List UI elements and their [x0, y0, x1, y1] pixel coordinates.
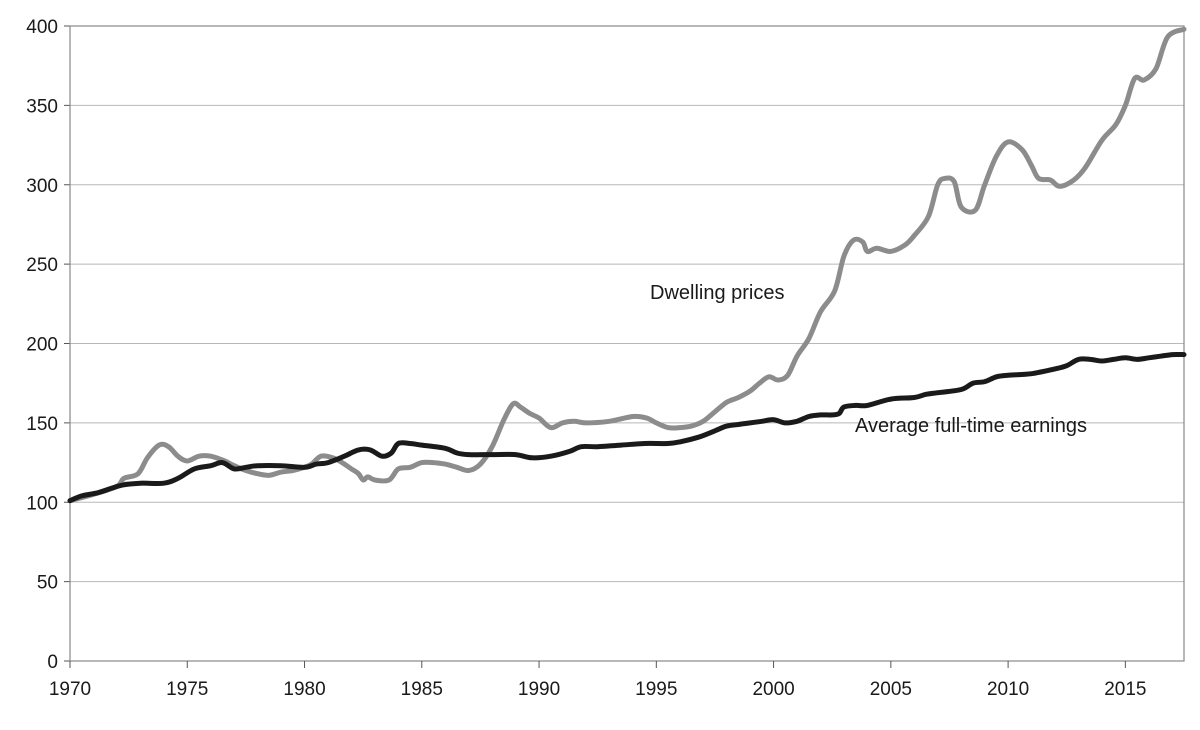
x-tick-label: 2000 [752, 679, 794, 700]
plot-frame [69, 25, 1185, 662]
y-tick-label: 350 [26, 96, 58, 117]
series-line-dwelling-prices [67, 26, 1187, 504]
tick-labels: 0 50 100 150 200 250 300 350 400 1970 1975 1980 1985… [26, 17, 1146, 700]
y-tick-label: 300 [26, 176, 58, 197]
gridlines [70, 25, 1184, 583]
x-tick-label: 1985 [401, 679, 443, 700]
x-tick-label: 2015 [1104, 679, 1146, 700]
axes [64, 25, 1185, 668]
series-label-average-earnings: Average full-time earnings [855, 415, 1087, 437]
series-lines [67, 26, 1187, 504]
y-tick-label: 250 [26, 255, 58, 276]
x-tick-label: 1980 [283, 679, 325, 700]
y-tick-label: 200 [26, 335, 58, 356]
x-tick-label: 2010 [987, 679, 1029, 700]
y-tick-label: 400 [26, 17, 58, 38]
x-tick-label: 1975 [166, 679, 208, 700]
series-line-average-earnings [67, 351, 1187, 504]
y-tick-label: 100 [26, 493, 58, 514]
x-tick-label: 1995 [635, 679, 677, 700]
y-tick-label: 0 [47, 652, 58, 673]
series-label-dwelling-prices: Dwelling prices [650, 282, 785, 304]
x-tick-label: 1970 [49, 679, 91, 700]
x-tick-label: 1990 [518, 679, 560, 700]
x-tick-label: 2005 [870, 679, 912, 700]
y-tick-label: 150 [26, 414, 58, 435]
y-tick-label: 50 [37, 573, 58, 594]
